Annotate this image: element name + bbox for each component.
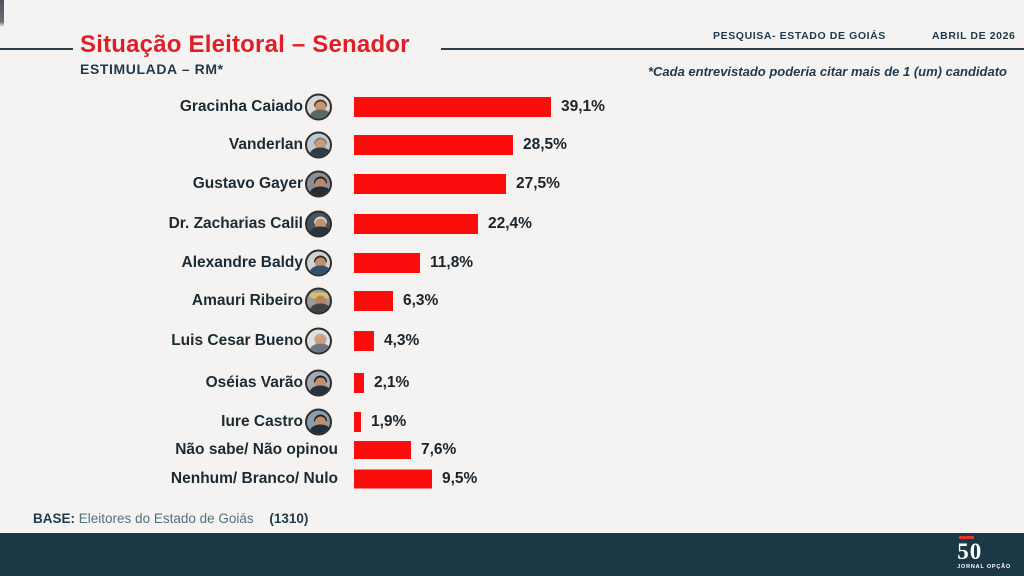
result-bar	[354, 469, 432, 489]
avatar-head	[315, 101, 326, 113]
candidate-label: Luis Cesar Bueno	[171, 332, 303, 349]
avatar-head	[315, 178, 326, 190]
result-bar	[354, 291, 393, 311]
candidate-label: Amauri Ribeiro	[191, 292, 303, 309]
avatar-torso	[310, 186, 330, 196]
avatar-head	[315, 139, 326, 151]
logo-red-bar	[959, 536, 975, 539]
value-label: 4,3%	[384, 332, 420, 349]
logo-text: JORNAL OPÇÃO	[957, 564, 1011, 570]
result-bar	[354, 253, 420, 273]
avatar-torso	[310, 226, 330, 236]
candidate-label: Gracinha Caiado	[179, 98, 303, 115]
sample-base-line: BASE: Eleitores do Estado de Goiás (1310…	[33, 511, 308, 526]
result-bar	[354, 214, 478, 234]
candidate-label: Nenhum/ Branco/ Nulo	[170, 470, 338, 487]
result-bar	[354, 441, 411, 459]
avatar-head	[315, 218, 326, 230]
value-label: 1,9%	[371, 413, 407, 430]
base-text: Eleitores do Estado de Goiás	[78, 511, 254, 526]
jornal-opcao-50-logo: 50 JORNAL OPÇÃO	[957, 536, 1011, 571]
avatar-vanderlan	[305, 131, 332, 159]
avatar-torso	[310, 109, 330, 119]
candidate-label: Dr. Zacharias Calil	[168, 215, 303, 232]
candidate-label: Iure Castro	[221, 413, 303, 430]
avatar-torso	[310, 265, 330, 275]
slide-edge-artifact	[0, 0, 4, 27]
value-label: 9,5%	[442, 470, 478, 487]
avatar-alexandre-baldy	[305, 249, 332, 277]
value-label: 7,6%	[421, 441, 457, 458]
survey-region-label: PESQUISA- ESTADO DE GOIÁS	[713, 30, 886, 42]
avatar-gustavo-gayer	[305, 170, 332, 198]
footnote-multiple-answers: *Cada entrevistado poderia citar mais de…	[647, 64, 1007, 79]
candidate-label: Gustavo Gayer	[192, 175, 303, 192]
base-count: (1310)	[269, 511, 309, 526]
result-bar	[354, 97, 551, 117]
avatar-head	[315, 257, 326, 269]
avatar-torso	[310, 343, 330, 353]
avatar-torso	[310, 303, 330, 313]
header-rule-right	[441, 48, 1024, 50]
avatar-gracinha-caiado	[305, 93, 332, 121]
avatar-iure-castro	[305, 408, 332, 436]
avatar-torso	[310, 385, 330, 395]
candidate-label: Não sabe/ Não opinou	[175, 441, 338, 458]
avatar-zacharias-calil	[305, 210, 332, 238]
candidate-label: Alexandre Baldy	[181, 254, 303, 271]
value-label: 6,3%	[403, 292, 439, 309]
value-label: 22,4%	[488, 215, 532, 232]
value-label: 2,1%	[374, 374, 410, 391]
logo-number: 50	[957, 539, 983, 564]
avatar-head	[315, 335, 326, 347]
header-rule-left	[0, 48, 73, 50]
value-label: 39,1%	[561, 98, 605, 115]
result-bar	[354, 331, 374, 351]
avatar-head	[315, 416, 326, 428]
page-title: Situação Eleitoral – Senador	[80, 31, 410, 58]
avatar-head	[315, 295, 326, 307]
survey-date-label: ABRIL DE 2026	[932, 30, 1016, 42]
result-bar	[354, 135, 513, 155]
result-bar	[354, 373, 364, 393]
avatar-oseias-varao	[305, 369, 332, 397]
value-label: 11,8%	[430, 254, 474, 271]
result-bar	[354, 412, 361, 432]
value-label: 27,5%	[516, 175, 560, 192]
footer-bar: 50 JORNAL OPÇÃO	[0, 533, 1024, 576]
avatar-torso	[310, 147, 330, 157]
candidate-label: Vanderlan	[228, 136, 303, 153]
avatar-torso	[310, 424, 330, 434]
base-label: BASE:	[33, 511, 76, 526]
avatar-head	[315, 377, 326, 389]
candidate-label: Oséias Varão	[205, 374, 303, 391]
avatar-luis-cesar-bueno	[305, 327, 332, 355]
result-bar	[354, 174, 506, 194]
page-subtitle: ESTIMULADA – RM*	[80, 61, 224, 77]
avatar-amauri-ribeiro	[305, 287, 332, 315]
value-label: 28,5%	[523, 136, 567, 153]
